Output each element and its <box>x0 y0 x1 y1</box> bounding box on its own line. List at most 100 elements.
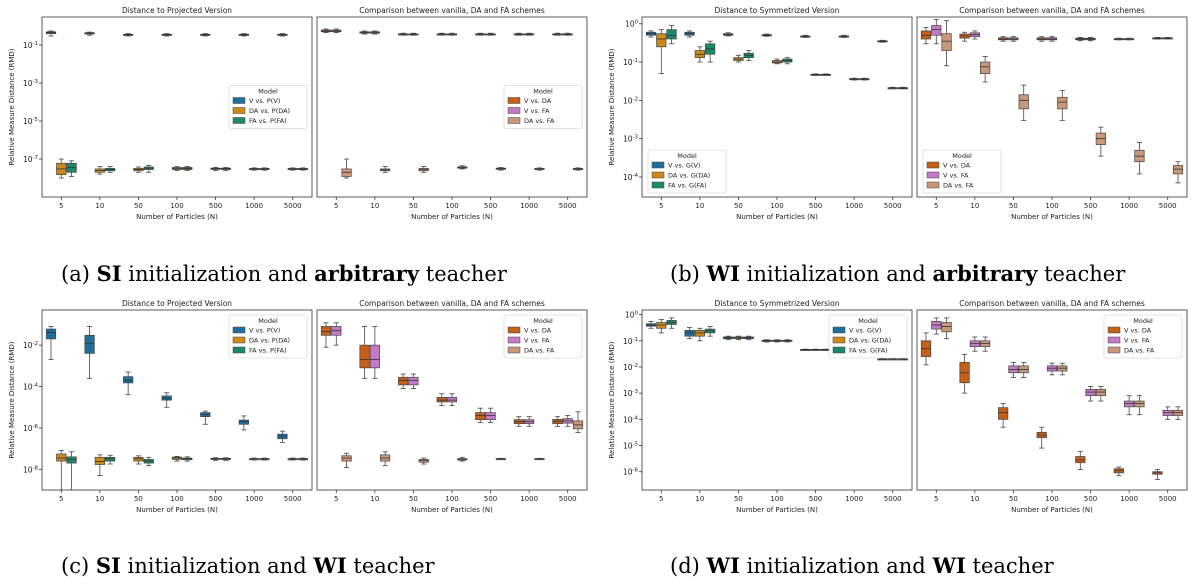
y-tick-label: 10-4 <box>623 415 639 424</box>
box-blue <box>645 321 657 329</box>
box-orange <box>656 29 667 74</box>
box-green <box>897 358 909 361</box>
legend-entry: V vs. FA <box>1124 337 1150 345</box>
box-tan <box>418 166 429 173</box>
box-tan <box>534 457 545 461</box>
box-dorange <box>320 28 332 34</box>
caption-label: (c) <box>61 554 96 578</box>
legend-swatch <box>507 346 521 354</box>
caption-label: (a) <box>61 262 97 286</box>
legend-entry: FA vs. P(FA) <box>249 347 287 355</box>
x-tick-label: 10 <box>970 202 979 210</box>
x-tick-label: 5 <box>659 495 663 503</box>
box-pink <box>331 28 342 34</box>
box-orange <box>810 73 821 76</box>
panel-a-2: Comparison between vanilla, DA and FA sc… <box>316 6 588 221</box>
panel-d-2: Comparison between vanilla, DA and FA sc… <box>916 299 1188 514</box>
box-tan <box>418 457 429 465</box>
legend-swatch <box>232 336 246 344</box>
panel-title: Comparison between vanilla, DA and FA sc… <box>959 299 1145 308</box>
x-axis-label: Number of Particles (N) <box>411 506 493 514</box>
box-tan <box>980 56 991 83</box>
legend-title: Model <box>258 317 278 325</box>
x-tick-label: 1000 <box>245 495 263 503</box>
box-dorange <box>436 393 447 406</box>
box-blue <box>123 371 134 396</box>
caption-part: initialization and <box>120 554 314 578</box>
panel-b-1: Distance to Symmetrized Version Number of… <box>641 6 913 221</box>
legend-entry: V vs. DA <box>524 97 552 105</box>
box-pink <box>1124 395 1135 416</box>
box-tan <box>1057 362 1068 376</box>
legend-entry: DA vs. G(DA) <box>849 337 891 345</box>
legend: Model V vs. DA V vs. FA DA vs. FA <box>1103 314 1183 359</box>
legend-entry: V vs. FA <box>524 107 550 115</box>
box-tan <box>941 317 952 340</box>
x-tick-label: 1000 <box>245 202 263 210</box>
legend-entry: DA vs. G(DA) <box>668 172 710 180</box>
legend-entry: V vs. DA <box>1124 327 1152 335</box>
y-tick-label: 10-8 <box>23 465 39 474</box>
x-tick-label: 1000 <box>1120 495 1138 503</box>
legend-swatch <box>926 161 940 169</box>
box-pink <box>485 32 496 36</box>
box-orange <box>56 450 67 491</box>
chart-a: Relative Measure Distance (RMD) 10-1 10-3 1… <box>8 6 588 221</box>
box-dorange <box>436 32 447 36</box>
box-tan <box>572 411 584 433</box>
legend-entry: V vs. DA <box>524 327 552 335</box>
caption-part: initialization and <box>739 262 933 286</box>
box-orange <box>887 86 898 90</box>
y-axis-label: Relative Measure Distance (RMD) <box>608 341 616 458</box>
y-tick-label: 100 <box>625 20 639 29</box>
legend-entry: V vs. FA <box>524 337 550 345</box>
legend-entry: V vs. P(V) <box>249 327 280 335</box>
box-pink <box>331 322 342 346</box>
x-tick-label: 1000 <box>520 495 538 503</box>
box-blue <box>800 348 811 351</box>
y-tick-label: 10-5 <box>23 117 39 126</box>
legend-entry: FA vs. G(FA) <box>849 347 888 355</box>
box-tan <box>457 456 468 462</box>
legend-title: Model <box>533 317 553 325</box>
x-tick-label: 1000 <box>845 202 863 210</box>
box-tan <box>380 451 391 467</box>
box-orange <box>694 327 705 342</box>
legend-entry: DA vs. P(DA) <box>249 107 290 115</box>
box-orange <box>810 348 821 351</box>
box-green <box>220 167 231 171</box>
caption-part: teacher <box>346 554 435 578</box>
panel-title: Comparison between vanilla, DA and FA sc… <box>359 6 545 15</box>
box-orange <box>771 339 783 343</box>
box-blue <box>277 430 288 443</box>
box-blue <box>200 33 211 37</box>
box-blue <box>161 33 172 37</box>
legend-entry: DA vs. P(DA) <box>249 337 290 345</box>
box-blue <box>761 339 772 343</box>
box-tan <box>1095 386 1106 402</box>
x-tick-label: 5000 <box>884 495 902 503</box>
x-tick-label: 5000 <box>284 495 302 503</box>
box-green <box>182 166 193 171</box>
box-pink <box>562 32 573 36</box>
legend-title: Model <box>533 88 553 96</box>
y-tick-label: 10-2 <box>23 341 38 350</box>
y-tick-label: 10-4 <box>623 173 639 182</box>
legend-entry: FA vs. P(FA) <box>249 117 287 125</box>
box-green <box>259 167 270 171</box>
legend-swatch <box>232 326 246 334</box>
box-dorange <box>959 31 970 42</box>
legend-swatch <box>651 161 665 169</box>
x-tick-label: 500 <box>484 202 497 210</box>
y-tick-label: 10-7 <box>23 155 39 164</box>
box-tan <box>495 167 506 171</box>
box-dorange <box>320 322 332 348</box>
x-tick-label: 500 <box>484 495 497 503</box>
box-dorange <box>959 354 970 394</box>
x-tick-label: 5 <box>59 202 63 210</box>
legend-entry: DA vs. FA <box>524 117 555 125</box>
box-tan <box>1018 361 1029 378</box>
legend: Model V vs. DA V vs. FA DA vs. FA <box>503 314 583 359</box>
legend-entry: FA vs. G(FA) <box>668 182 707 190</box>
box-tan <box>1172 161 1184 184</box>
